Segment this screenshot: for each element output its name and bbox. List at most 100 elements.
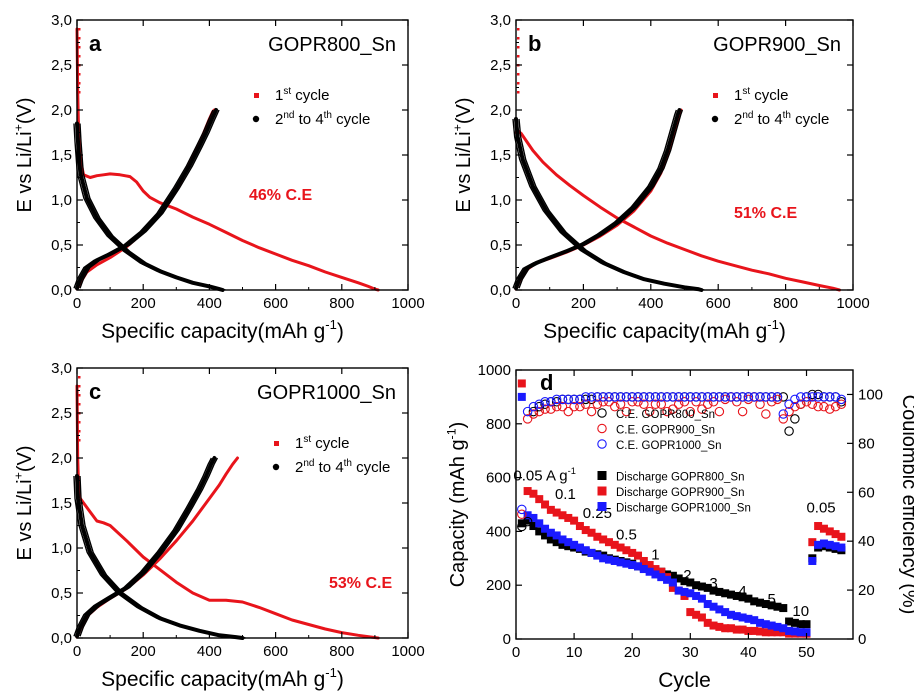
data-point (522, 414, 533, 424)
first-cycle-point (78, 403, 81, 406)
data-point (726, 610, 735, 619)
data-point (656, 399, 667, 409)
data-point (795, 399, 806, 409)
data-point (523, 516, 532, 525)
data-point (546, 535, 555, 544)
y-tick-label: 2,5 (51, 405, 72, 422)
data-point (773, 602, 782, 611)
data-point (802, 620, 811, 629)
data-point (535, 527, 544, 536)
data-point (639, 392, 649, 402)
data-point (726, 590, 735, 599)
data-point (522, 406, 533, 417)
data-point (715, 587, 724, 596)
data-point (837, 543, 846, 552)
data-point (534, 401, 544, 412)
data-point (790, 618, 799, 627)
data-point (703, 583, 712, 592)
data-point (831, 530, 840, 539)
data-point (592, 392, 603, 402)
x-axis-label: Specific capacity(mAh g-1) (543, 317, 786, 343)
y2-tick-label: 100 (858, 386, 883, 403)
data-point (645, 567, 654, 576)
legend-label-later-cycles: 2nd to 4th cycle (734, 110, 829, 128)
data-point (680, 577, 689, 586)
y-axis-label: Capacity (mAh g-1) (445, 422, 469, 588)
curve-1st-cycle-discharge (514, 129, 841, 292)
data-point (541, 531, 550, 540)
data-point (779, 628, 788, 637)
curve-2nd-to-4th-cycle-charge (75, 456, 217, 639)
data-point (610, 392, 620, 402)
x-tick-label: 0 (512, 295, 520, 312)
rate-label: 1 (651, 547, 659, 564)
curve-cycle-trace (73, 457, 213, 637)
y-tick-label: 1000 (478, 362, 511, 379)
data-point (551, 397, 562, 407)
data-point (668, 578, 677, 587)
data-point (779, 604, 788, 613)
data-point (650, 392, 661, 402)
data-point (702, 399, 713, 409)
x-tick-label: 800 (329, 295, 354, 312)
curve-cycle-trace (79, 475, 246, 639)
data-point (534, 399, 544, 409)
data-point (627, 392, 637, 402)
x-tick-label: 30 (682, 644, 699, 661)
data-point (528, 409, 539, 419)
data-point (708, 397, 719, 407)
data-point (680, 591, 689, 600)
x-tick-label: 400 (197, 295, 222, 312)
first-cycle-point (78, 46, 81, 49)
y-tick-label: 0,5 (51, 237, 72, 254)
data-point (801, 392, 812, 402)
x-tick-label: 600 (263, 295, 288, 312)
data-point (732, 392, 742, 402)
first-cycle-point (517, 82, 520, 85)
data-point (807, 392, 818, 402)
first-cycle-point (78, 82, 81, 85)
panel-letter: c (89, 379, 101, 404)
data-point (796, 628, 805, 637)
data-point (761, 409, 771, 419)
first-cycle-point (517, 91, 520, 94)
y-tick-label: 3,0 (51, 360, 72, 377)
first-cycle-point (517, 55, 520, 58)
y-tick-label: 0,0 (51, 282, 72, 299)
data-point (534, 406, 544, 417)
y2-axis-label: Coulombic efficiency (%) (898, 395, 914, 615)
curve-cycle-trace (512, 109, 678, 289)
x-tick-label: 20 (624, 644, 641, 661)
legend-label-later-cycles: 2nd to 4th cycle (295, 458, 390, 476)
data-point (621, 392, 632, 402)
rate-label: 10 (792, 603, 809, 620)
data-point (813, 389, 823, 400)
data-point (814, 540, 823, 549)
data-point (778, 392, 789, 402)
y-axis-label: E vs Li/Li+(V) (12, 445, 36, 560)
first-cycle-point (78, 37, 81, 40)
data-point (836, 397, 847, 407)
data-point (604, 397, 614, 407)
data-point (692, 591, 701, 600)
y-tick-label: 0,0 (51, 630, 72, 647)
data-point (703, 600, 712, 609)
data-point (720, 394, 730, 405)
data-point (692, 610, 701, 619)
data-point (761, 600, 770, 609)
data-point (622, 546, 631, 555)
data-point (785, 626, 794, 635)
y2-tick-label: 60 (858, 484, 875, 501)
y-tick-label: 2,5 (51, 57, 72, 74)
data-point (697, 613, 706, 622)
data-point (529, 522, 538, 531)
data-point (738, 625, 747, 634)
data-point (575, 543, 584, 552)
data-point (540, 399, 550, 409)
data-point (767, 621, 776, 630)
data-point (517, 519, 526, 528)
curve-cycle-trace (512, 118, 699, 291)
data-point (668, 583, 677, 592)
data-point (546, 505, 555, 514)
data-point (564, 538, 573, 547)
